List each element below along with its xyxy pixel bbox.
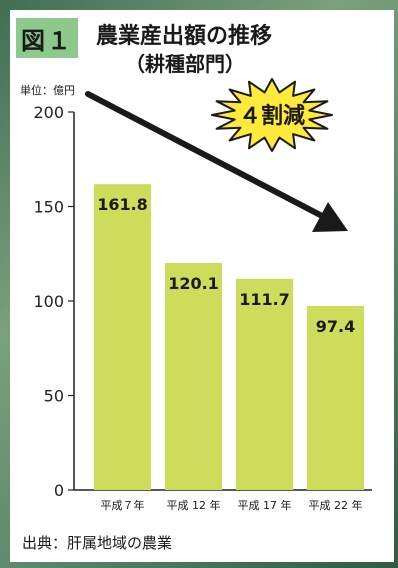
data-label: 161.8: [97, 195, 148, 214]
source-note: 出典：肝属地域の農業: [22, 534, 173, 552]
y-tick-label: 200: [33, 103, 64, 122]
bar: [165, 263, 222, 490]
x-tick-label: 平成 12 年: [167, 498, 221, 512]
callout-burst: [211, 78, 333, 152]
data-label: 97.4: [316, 317, 355, 336]
data-label: 120.1: [168, 274, 219, 293]
x-tick-label: 平成７年: [101, 498, 145, 512]
y-tick-label: 100: [33, 292, 64, 311]
y-tick-label: 0: [54, 481, 64, 500]
chart-subtitle: （耕種部門）: [125, 52, 245, 76]
chart-title: 農業産出額の推移: [96, 24, 273, 49]
y-tick-label: 50: [44, 387, 64, 406]
y-tick-label: 150: [33, 198, 64, 217]
trend-arrow-head: [312, 202, 348, 232]
figure-label: 図１: [16, 18, 78, 58]
data-label: 111.7: [239, 290, 290, 309]
x-tick-label: 平成 17 年: [238, 498, 292, 512]
x-tick-label: 平成 22 年: [309, 498, 363, 512]
bar: [236, 278, 293, 490]
callout-text: ４割減: [239, 103, 305, 129]
bar: [94, 184, 151, 490]
bar: [307, 305, 364, 490]
trend-arrow-shaft: [85, 91, 329, 221]
unit-label: 単位：億円: [20, 84, 75, 97]
